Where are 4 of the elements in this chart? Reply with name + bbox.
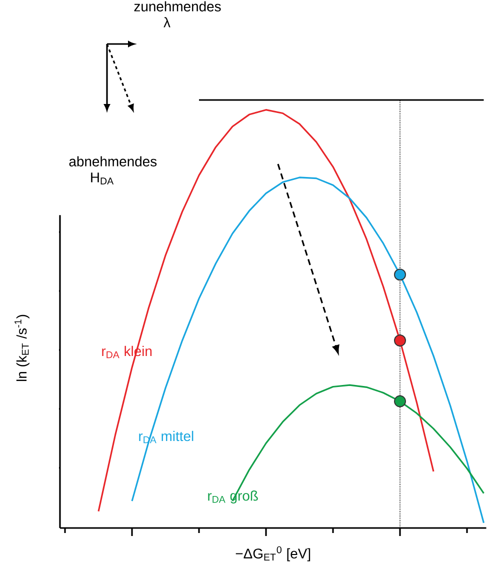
y-axis-title: ln (k$_{ET}$ /s$^{-1}$)	[14, 314, 30, 381]
x-axis-title: −ΔG$_{ET}$$^{0}$ [eV]	[236, 546, 310, 562]
annotation: abnehmendes H$_{DA}$	[69, 156, 157, 184]
text: zunehmendes λ	[134, 1, 221, 28]
